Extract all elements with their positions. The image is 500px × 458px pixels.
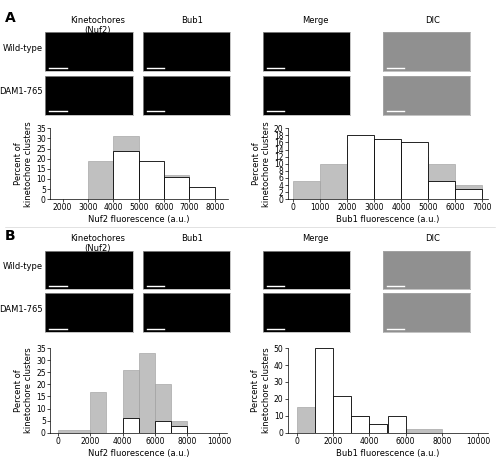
Bar: [347, 136, 374, 199]
Bar: [315, 394, 333, 433]
Bar: [388, 416, 406, 433]
Bar: [401, 157, 428, 199]
Bar: [114, 136, 139, 199]
Text: A: A: [5, 11, 16, 26]
Bar: [293, 181, 320, 199]
Bar: [190, 187, 215, 199]
Bar: [374, 139, 401, 199]
Bar: [138, 353, 155, 433]
Bar: [347, 146, 374, 199]
Y-axis label: Percent of
kinetochore clusters: Percent of kinetochore clusters: [14, 348, 34, 433]
Bar: [374, 150, 401, 199]
Bar: [171, 421, 187, 433]
Bar: [190, 189, 215, 199]
Bar: [333, 399, 351, 433]
Text: DIC: DIC: [425, 234, 440, 243]
Text: DAM1-765: DAM1-765: [0, 305, 42, 314]
Text: Bub1: Bub1: [182, 16, 204, 25]
Bar: [455, 185, 482, 199]
Y-axis label: Percent of
kinetochore clusters: Percent of kinetochore clusters: [252, 348, 271, 433]
Bar: [58, 431, 90, 433]
Bar: [296, 408, 315, 433]
Y-axis label: Percent of
kinetochore clusters: Percent of kinetochore clusters: [252, 121, 271, 207]
Text: Merge: Merge: [302, 234, 328, 243]
Bar: [122, 418, 138, 433]
Text: Kinetochores
(Nuf2): Kinetochores (Nuf2): [70, 16, 125, 35]
X-axis label: Nuf2 fluorescence (a.u.): Nuf2 fluorescence (a.u.): [88, 215, 190, 224]
Bar: [164, 175, 190, 199]
Bar: [333, 396, 351, 433]
Text: Merge: Merge: [302, 16, 328, 25]
Bar: [406, 430, 442, 433]
Text: Kinetochores
(Nuf2): Kinetochores (Nuf2): [70, 234, 125, 253]
Bar: [351, 416, 370, 433]
Bar: [315, 348, 333, 433]
Text: B: B: [5, 229, 15, 243]
Bar: [171, 425, 187, 433]
Bar: [122, 370, 138, 433]
Bar: [139, 177, 164, 199]
Text: Wild-type: Wild-type: [2, 44, 42, 53]
Bar: [455, 189, 482, 199]
Bar: [370, 424, 388, 433]
Bar: [155, 384, 171, 433]
X-axis label: Nuf2 fluorescence (a.u.): Nuf2 fluorescence (a.u.): [88, 449, 190, 458]
Text: DAM1-765: DAM1-765: [0, 87, 42, 96]
Bar: [139, 161, 164, 199]
Text: DIC: DIC: [425, 16, 440, 25]
Bar: [164, 177, 190, 199]
Text: Wild-type: Wild-type: [2, 262, 42, 271]
Bar: [320, 164, 347, 199]
Bar: [428, 164, 455, 199]
X-axis label: Bub1 fluorescence (a.u.): Bub1 fluorescence (a.u.): [336, 449, 439, 458]
Bar: [155, 421, 171, 433]
Bar: [370, 424, 388, 433]
Bar: [88, 161, 114, 199]
X-axis label: Bub1 fluorescence (a.u.): Bub1 fluorescence (a.u.): [336, 215, 439, 224]
Bar: [428, 181, 455, 199]
Text: Bub1: Bub1: [182, 234, 204, 243]
Bar: [90, 392, 106, 433]
Bar: [114, 151, 139, 199]
Y-axis label: Percent of
kinetochore clusters: Percent of kinetochore clusters: [14, 121, 34, 207]
Bar: [401, 142, 428, 199]
Bar: [351, 416, 370, 433]
